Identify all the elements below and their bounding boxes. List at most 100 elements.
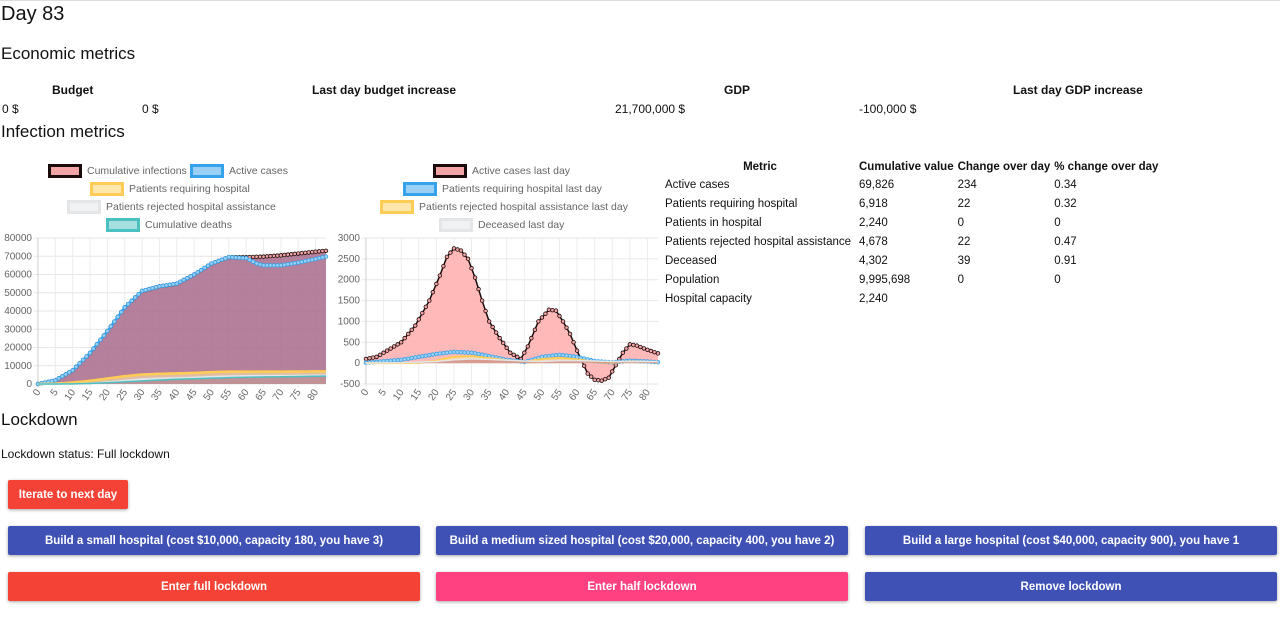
remove-lockdown-button[interactable]: Remove lockdown — [865, 572, 1277, 601]
legend-hospital-last-day[interactable]: Patients requiring hospital last day — [403, 182, 602, 196]
data-point — [160, 283, 166, 289]
data-point — [402, 357, 407, 362]
data-point — [458, 350, 464, 355]
legend-patients-rejected[interactable]: Patients rejected hospital assistance — [67, 200, 276, 214]
data-point — [250, 259, 256, 264]
data-point — [278, 253, 284, 258]
data-point — [469, 350, 474, 355]
data-point — [101, 333, 107, 338]
data-point — [70, 368, 75, 373]
data-point — [557, 313, 562, 319]
build-medium-hospital-button[interactable]: Build a medium sized hospital (cost $20,… — [436, 526, 848, 555]
data-point — [157, 284, 162, 289]
metric-pct: 0 — [1054, 273, 1061, 286]
x-tick-label: 55 — [219, 387, 235, 403]
iterate-next-day-button[interactable]: Iterate to next day — [8, 480, 128, 509]
data-point — [264, 254, 270, 259]
data-point — [434, 351, 439, 357]
data-point — [486, 319, 492, 324]
data-point — [370, 355, 376, 360]
table-header-row: Metric Cumulative value Change over day … — [663, 159, 1160, 175]
data-point — [508, 350, 513, 355]
data-point — [476, 351, 481, 357]
table-row: Hospital capacity 2,240 — [663, 289, 1160, 308]
data-point — [296, 251, 301, 256]
legend-label: Patients rejected hospital assistance la… — [419, 201, 628, 213]
x-tick-label: 60 — [567, 387, 583, 403]
series-line — [365, 358, 659, 364]
data-point — [441, 263, 446, 269]
data-point — [472, 351, 478, 356]
data-point — [363, 356, 369, 362]
data-point — [645, 347, 650, 352]
data-point — [606, 375, 611, 380]
data-point — [285, 262, 291, 267]
legend-label: Patients requiring hospital — [129, 183, 250, 195]
gdp-value: 21,700,000 $ — [615, 102, 686, 116]
table-row: Patients in hospital 2,240 0 0 — [663, 213, 1160, 232]
data-point — [434, 281, 439, 287]
data-point — [112, 319, 117, 324]
legend-deceased-last-day[interactable]: Deceased last day — [439, 218, 564, 232]
legend-swatch — [67, 200, 101, 214]
data-point — [164, 283, 169, 288]
data-point — [652, 349, 657, 355]
data-point — [416, 317, 421, 322]
y-tick-label: 500 — [343, 337, 360, 348]
data-point — [56, 376, 62, 381]
data-point — [501, 340, 506, 346]
data-point — [413, 355, 418, 360]
build-large-hospital-button[interactable]: Build a large hospital (cost $40,000, ca… — [865, 526, 1277, 555]
econ-header-gdp: GDP — [724, 83, 751, 97]
data-point — [132, 295, 138, 300]
y-tick-label: 3000 — [338, 233, 361, 244]
data-point — [546, 353, 552, 359]
x-tick-label: 65 — [585, 387, 601, 403]
legend-active-cases[interactable]: Active cases — [190, 164, 288, 178]
x-tick-label: 70 — [271, 387, 287, 403]
y-tick-label: 60000 — [4, 270, 32, 281]
data-point — [84, 354, 89, 359]
legend-cumulative-infections[interactable]: Cumulative infections — [48, 164, 187, 178]
enter-half-lockdown-button[interactable]: Enter half lockdown — [436, 572, 848, 601]
legend-cumulative-deaths[interactable]: Cumulative deaths — [106, 218, 232, 232]
data-point — [271, 253, 277, 259]
data-point — [296, 260, 301, 265]
data-point — [126, 301, 131, 307]
data-point — [427, 352, 432, 358]
data-point — [212, 260, 218, 265]
x-tick-label: 45 — [514, 387, 530, 403]
x-tick-label: 0 — [31, 387, 43, 398]
x-tick-label: 55 — [550, 387, 566, 403]
x-tick-label: 80 — [638, 387, 654, 403]
metric-pct: 0.32 — [1054, 197, 1077, 210]
metric-name: Hospital capacity — [665, 292, 752, 305]
data-point — [209, 261, 214, 266]
data-point — [515, 354, 520, 360]
series-area — [38, 376, 326, 384]
y-tick-label: 1500 — [338, 296, 361, 307]
data-point — [648, 348, 654, 354]
legend-label: Cumulative infections — [87, 165, 187, 177]
metric-value: 2,240 — [859, 216, 888, 229]
build-small-hospital-button[interactable]: Build a small hospital (cost $10,000, ca… — [8, 526, 420, 555]
legend-swatch — [106, 218, 140, 232]
data-point — [462, 350, 467, 355]
y-tick-label: 80000 — [4, 233, 32, 244]
data-point — [420, 354, 425, 359]
x-tick-label: 20 — [97, 387, 113, 403]
metric-name: Active cases — [665, 178, 730, 191]
data-point — [91, 346, 96, 351]
legend-active-cases-last-day[interactable]: Active cases last day — [433, 164, 570, 178]
data-point — [302, 250, 308, 255]
legend-patients-requiring-hospital[interactable]: Patients requiring hospital — [90, 182, 250, 196]
data-point — [153, 285, 159, 290]
series-area — [366, 248, 658, 381]
x-tick-label: 60 — [236, 387, 252, 403]
x-tick-label: 15 — [409, 387, 425, 403]
enter-full-lockdown-button[interactable]: Enter full lockdown — [8, 572, 420, 601]
data-point — [420, 310, 425, 316]
infection-metrics-heading: Infection metrics — [1, 122, 125, 141]
y-tick-label: 0 — [26, 379, 32, 390]
legend-rejected-last-day[interactable]: Patients rejected hospital assistance la… — [380, 200, 628, 214]
